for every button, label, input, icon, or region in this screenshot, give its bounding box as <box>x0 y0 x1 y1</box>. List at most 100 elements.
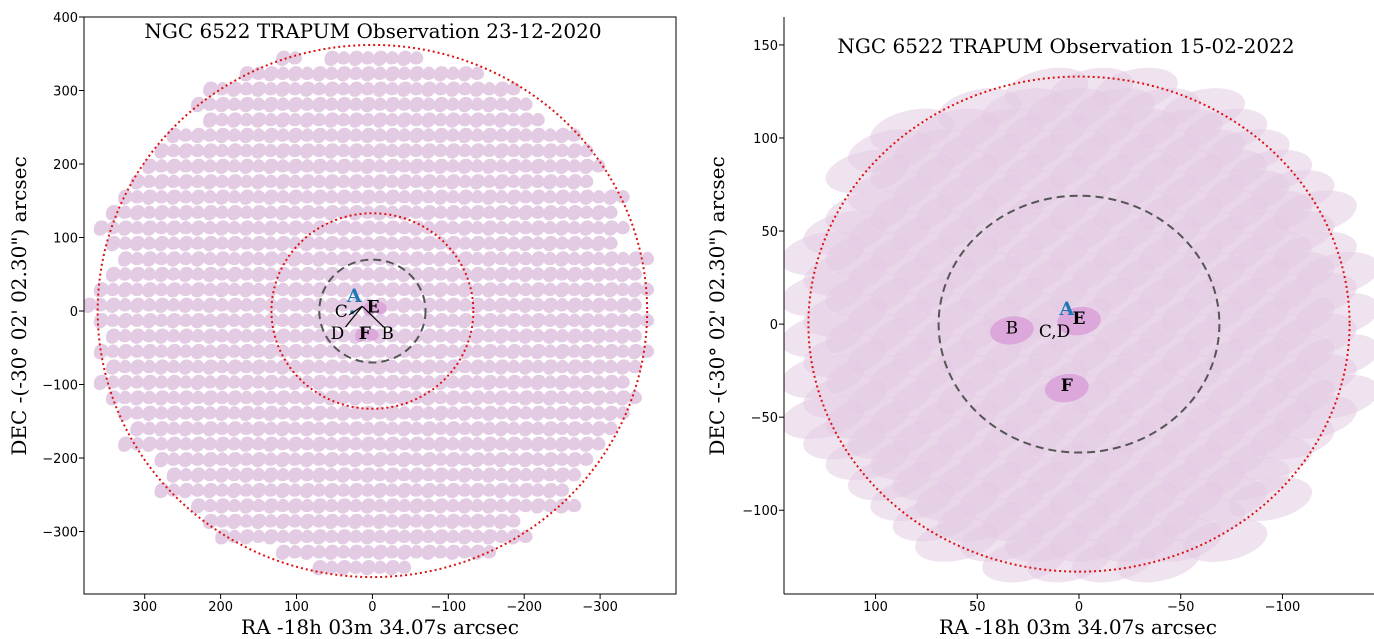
y-tick-label: 0 <box>770 318 778 333</box>
beam-shape <box>118 374 145 391</box>
pulsar-label: A <box>1058 298 1074 320</box>
beam-shape <box>130 235 157 252</box>
beam-shape <box>506 436 533 452</box>
beam-shape <box>433 158 460 175</box>
beam-shape <box>567 390 594 406</box>
beam-shape <box>482 405 509 421</box>
y-tick-label: 100 <box>53 232 78 247</box>
beam-shape <box>458 498 485 514</box>
x-axis-ticks: 300 200 100 0 −100 −200 −300 <box>132 594 618 615</box>
beam-shape <box>105 235 132 252</box>
beam-shape <box>300 81 327 97</box>
beam-shape <box>615 390 642 406</box>
beam-shape <box>421 266 448 283</box>
beam-shape <box>397 50 424 66</box>
beam-shape <box>263 66 290 82</box>
beam-shape <box>433 66 460 82</box>
beam-shape <box>203 112 230 128</box>
beam-shape <box>603 251 630 267</box>
pulsar-beam-highlight <box>355 328 379 342</box>
y-tick-label: −50 <box>751 411 778 426</box>
beam-shape <box>470 513 497 530</box>
x-tick-label: −100 <box>1265 600 1301 615</box>
beam-shape <box>312 282 339 298</box>
beam-shape <box>421 359 448 375</box>
beam-shape <box>373 359 400 375</box>
beam-shape <box>312 343 339 360</box>
beam-shape <box>300 482 327 499</box>
beam-shape <box>494 451 521 468</box>
beam-shape <box>300 266 327 283</box>
beam-shape <box>373 482 400 499</box>
beam-shape <box>239 251 266 267</box>
beam-shape <box>433 96 460 113</box>
beam-shape <box>105 297 132 313</box>
beam-shape <box>470 81 497 97</box>
beam-shape <box>166 374 193 391</box>
beam-shape <box>555 436 582 452</box>
beam-shape <box>494 421 521 437</box>
beam-shape <box>567 204 594 221</box>
beam-shape <box>239 282 266 298</box>
beam-shape <box>518 297 545 313</box>
beam-shape <box>385 251 412 267</box>
beam-shape <box>567 235 594 252</box>
beam-shape <box>227 143 254 159</box>
x-tick-label: 0 <box>368 600 376 615</box>
beam-shape <box>530 251 557 267</box>
y-tick-label: 100 <box>753 132 778 147</box>
beam-shape <box>324 359 351 375</box>
beam-shape <box>203 482 230 499</box>
beam-shape <box>591 204 618 221</box>
beam-shape <box>518 204 545 221</box>
beam-shape <box>567 174 594 190</box>
beam-shape <box>324 390 351 406</box>
beam-shape <box>530 467 557 483</box>
beam-shape <box>324 297 351 313</box>
beam-shape <box>312 467 339 483</box>
beam-shape <box>397 143 424 159</box>
beam-shape <box>215 127 242 144</box>
beam-shape <box>105 390 132 406</box>
beam-shape <box>142 189 169 205</box>
beam-shape <box>251 451 278 468</box>
beam-shape <box>190 467 217 483</box>
radius-circles <box>807 75 1351 573</box>
beam-shape <box>348 544 375 560</box>
beam-shape <box>166 436 193 452</box>
beam-shape <box>360 127 387 144</box>
beam-shape <box>482 251 509 267</box>
beam-shape <box>300 143 327 159</box>
beam-shape <box>506 220 533 236</box>
beam-shape <box>518 112 545 128</box>
beam-shape <box>239 343 266 360</box>
beam-shape <box>385 127 412 144</box>
beam-shape <box>445 390 472 406</box>
beam-shape <box>518 359 545 375</box>
beam-shape <box>154 451 181 468</box>
beam-shape <box>130 297 157 313</box>
beam-shape <box>397 328 424 344</box>
beam-shape <box>312 560 339 576</box>
beam-shape <box>166 343 193 360</box>
beam-shape <box>421 112 448 128</box>
beam-shape <box>470 482 497 499</box>
beam-shape <box>506 158 533 175</box>
beam-shape <box>494 174 521 190</box>
beam-shape <box>263 436 290 452</box>
beam-shape <box>433 189 460 205</box>
beam-shape <box>215 313 242 329</box>
beam-shape <box>628 343 655 360</box>
beam-shape <box>494 204 521 221</box>
beam-shape <box>239 498 266 514</box>
beam-shape <box>373 174 400 190</box>
beam-shape <box>360 343 387 360</box>
x-tick-label: 50 <box>969 600 986 615</box>
beam-shape <box>543 482 570 499</box>
beam-shape <box>142 405 169 421</box>
beam-shape <box>385 220 412 236</box>
beam-shape <box>373 50 400 66</box>
beam-shape <box>275 359 302 375</box>
chart-panel-2022: A B C,DE F 100 50 0 −50 −100 150 100 50 0 −50 −100 N… <box>705 17 1374 639</box>
beam-shape <box>555 282 582 298</box>
